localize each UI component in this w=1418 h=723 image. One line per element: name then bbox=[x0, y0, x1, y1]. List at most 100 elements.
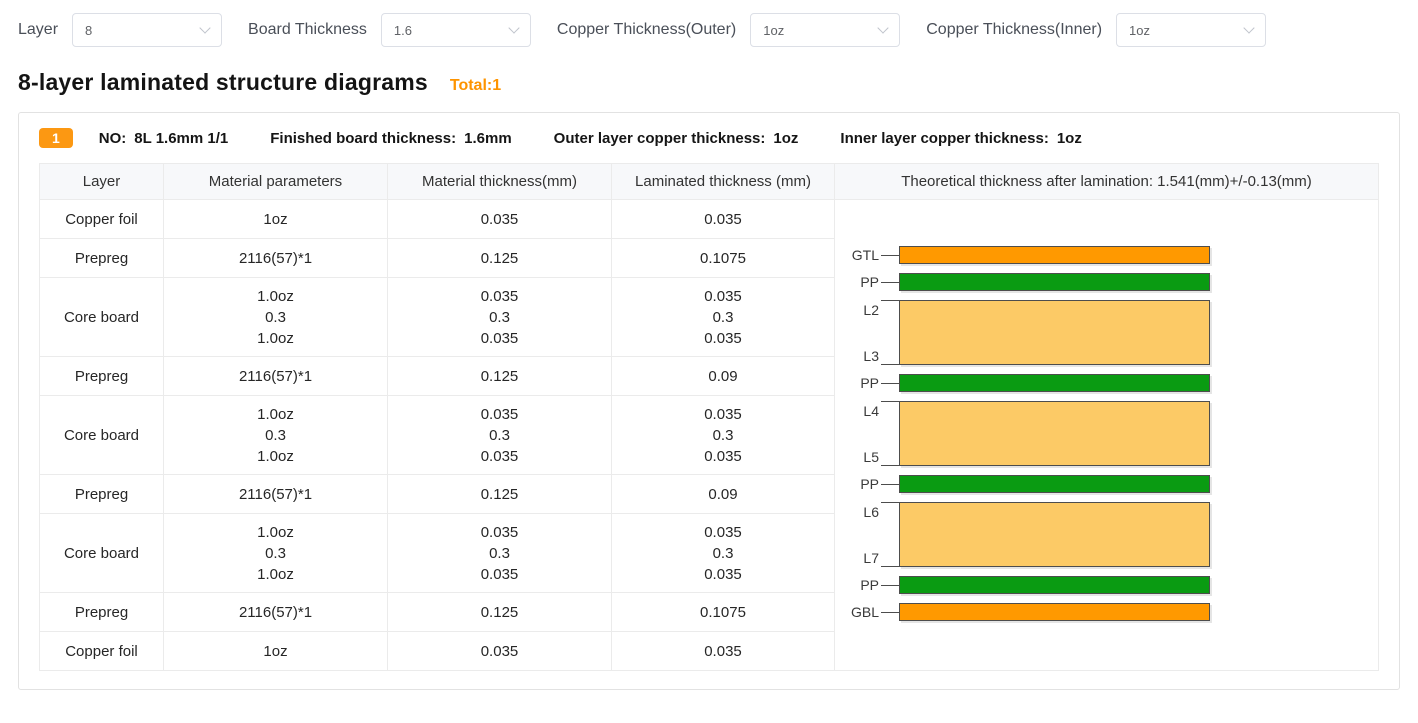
label-connector-line bbox=[881, 364, 899, 365]
table-row: Core board 1.0oz 0.3 1.0oz 0.035 0.3 0.035 0.03… bbox=[39, 395, 1379, 475]
header-item-outer-copper: Outer layer copper thickness: 1oz bbox=[554, 130, 799, 147]
chevron-down-icon bbox=[508, 22, 520, 34]
structure-table: Layer Material parameters Material thick… bbox=[39, 163, 1379, 671]
label-connector-line bbox=[881, 401, 899, 402]
diagram-label-pp: PP bbox=[860, 577, 879, 593]
layer-name-cell: Core board bbox=[39, 277, 164, 357]
filter-group-copper-inner: Copper Thickness(Inner) 1oz bbox=[926, 13, 1267, 47]
no-value: 8L 1.6mm 1/1 bbox=[134, 129, 229, 147]
value-cell: 2116(57)*1 bbox=[163, 474, 388, 514]
copper-inner-select-value: 1oz bbox=[1129, 22, 1150, 38]
header-item-inner-copper: Inner layer copper thickness: 1oz bbox=[840, 130, 1081, 147]
diagram-label-pp: PP bbox=[860, 274, 879, 290]
board-thickness-filter-label: Board Thickness bbox=[248, 21, 367, 38]
diagram-bar-pp bbox=[899, 273, 1210, 291]
structure-card: 1 NO: 8L 1.6mm 1/1 Finished board thickne… bbox=[18, 112, 1400, 690]
value-cell: 0.035 0.3 0.035 bbox=[387, 395, 612, 475]
value-cell: 0.035 0.3 0.035 bbox=[387, 277, 612, 357]
finished-thickness-value: 1.6mm bbox=[464, 129, 512, 147]
label-connector-line bbox=[881, 300, 899, 301]
layer-name-cell: Prepreg bbox=[39, 592, 164, 632]
copper-outer-select-value: 1oz bbox=[763, 22, 785, 38]
value-cell: 0.035 0.3 0.035 bbox=[611, 513, 835, 593]
diagram-label-l7: L7 bbox=[863, 550, 879, 566]
label-connector-line bbox=[881, 502, 899, 503]
col-header-material-parameters: Material parameters bbox=[163, 163, 388, 200]
value-cell: 0.09 bbox=[611, 474, 835, 514]
board-thickness-select-value: 1.6 bbox=[393, 22, 412, 38]
filter-group-copper-outer: Copper Thickness(Outer) 1oz bbox=[557, 13, 901, 47]
table-row: Core board 1.0oz 0.3 1.0oz 0.035 0.3 0.035 0.03… bbox=[39, 277, 1379, 357]
table-row: Prepreg 2116(57)*1 0.125 0.09 bbox=[39, 474, 1379, 514]
diagram-label-l6: L6 bbox=[863, 504, 879, 520]
label-connector-line bbox=[881, 255, 899, 256]
table-row: Prepreg 2116(57)*1 0.125 0.09 bbox=[39, 356, 1379, 396]
value-cell: 2116(57)*1 bbox=[163, 356, 388, 396]
value-cell: 1.0oz 0.3 1.0oz bbox=[163, 513, 388, 593]
value-cell: 0.035 0.3 0.035 bbox=[611, 395, 835, 475]
value-cell: 0.125 bbox=[387, 474, 612, 514]
value-cell: 0.035 bbox=[387, 199, 612, 239]
filter-group-board-thickness: Board Thickness 1.6 bbox=[248, 13, 531, 47]
layer-name-cell: Prepreg bbox=[39, 474, 164, 514]
diagram-bar-core bbox=[899, 502, 1210, 567]
diagram-cell: GTL PP L2 L3 PP L4 L5 PP L6 L7 PP GBL bbox=[834, 199, 1379, 671]
value-cell: 0.035 bbox=[611, 199, 835, 239]
diagram-bar-copper bbox=[899, 603, 1210, 621]
value-cell: 0.035 bbox=[387, 631, 612, 671]
layer-name-cell: Copper foil bbox=[39, 631, 164, 671]
outer-copper-value: 1oz bbox=[773, 129, 799, 147]
diagram-bar-core bbox=[899, 401, 1210, 466]
value-cell: 0.035 bbox=[611, 631, 835, 671]
copper-inner-filter-label: Copper Thickness(Inner) bbox=[926, 21, 1103, 38]
layer-name-cell: Prepreg bbox=[39, 238, 164, 278]
structure-table-body: Copper foil 1oz 0.035 0.035 GTL PP L2 L3 PP L4 L5 P… bbox=[39, 199, 1379, 671]
filter-group-layer: Layer 8 bbox=[18, 13, 223, 47]
diagram-bar-core bbox=[899, 300, 1210, 365]
table-row: Copper foil 1oz 0.035 0.035 GTL PP L2 L3 PP L4 L5 P… bbox=[39, 199, 1379, 671]
layer-filter-label: Layer bbox=[18, 21, 59, 38]
diagram-label-l2: L2 bbox=[863, 302, 879, 318]
value-cell: 1oz bbox=[163, 631, 388, 671]
label-connector-line bbox=[881, 383, 899, 384]
card-header: 1 NO: 8L 1.6mm 1/1 Finished board thickne… bbox=[39, 128, 1379, 148]
value-cell: 0.1075 bbox=[611, 592, 835, 632]
diagram-bar-pp bbox=[899, 374, 1210, 392]
inner-copper-label: Inner layer copper thickness: bbox=[840, 129, 1049, 147]
value-cell: 0.035 0.3 0.035 bbox=[387, 513, 612, 593]
diagram-label-gbl: GBL bbox=[850, 604, 879, 620]
diagram-bar-pp bbox=[899, 576, 1210, 594]
table-row: Prepreg 2116(57)*1 0.125 0.1075 bbox=[39, 238, 1379, 278]
layer-select-value: 8 bbox=[85, 22, 93, 38]
index-badge: 1 bbox=[39, 128, 73, 148]
diagram-label-l4: L4 bbox=[863, 403, 879, 419]
copper-outer-select[interactable]: 1oz bbox=[750, 13, 901, 47]
layer-name-cell: Prepreg bbox=[39, 356, 164, 396]
title-row: 8-layer laminated structure diagrams Tot… bbox=[18, 69, 1418, 96]
filter-bar: Layer 8 Board Thickness 1.6 Copper Thick… bbox=[0, 0, 1418, 47]
board-thickness-select[interactable]: 1.6 bbox=[380, 13, 531, 47]
layer-name-cell: Core board bbox=[39, 513, 164, 593]
col-header-theoretical-thickness: Theoretical thickness after lamination: … bbox=[834, 163, 1379, 200]
value-cell: 2116(57)*1 bbox=[163, 238, 388, 278]
diagram-label-gtl: GTL bbox=[851, 247, 879, 263]
total-count: Total:1 bbox=[449, 77, 502, 94]
layer-select[interactable]: 8 bbox=[72, 13, 223, 47]
diagram-label-l5: L5 bbox=[863, 449, 879, 465]
finished-thickness-label: Finished board thickness: bbox=[270, 129, 457, 147]
copper-inner-select[interactable]: 1oz bbox=[1116, 13, 1267, 47]
table-row: Prepreg 2116(57)*1 0.125 0.1075 bbox=[39, 592, 1379, 632]
layer-name-cell: Copper foil bbox=[39, 199, 164, 239]
value-cell: 1.0oz 0.3 1.0oz bbox=[163, 277, 388, 357]
layer-name-cell: Core board bbox=[39, 395, 164, 475]
label-connector-line bbox=[881, 465, 899, 466]
value-cell: 1oz bbox=[163, 199, 388, 239]
label-connector-line bbox=[881, 282, 899, 283]
value-cell: 0.125 bbox=[387, 356, 612, 396]
label-connector-line bbox=[881, 585, 899, 586]
table-header-row: Layer Material parameters Material thick… bbox=[39, 163, 1379, 200]
chevron-down-icon bbox=[1243, 22, 1255, 34]
col-header-laminated-thickness: Laminated thickness (mm) bbox=[611, 163, 835, 200]
value-cell: 0.1075 bbox=[611, 238, 835, 278]
no-label: NO: bbox=[98, 129, 127, 147]
